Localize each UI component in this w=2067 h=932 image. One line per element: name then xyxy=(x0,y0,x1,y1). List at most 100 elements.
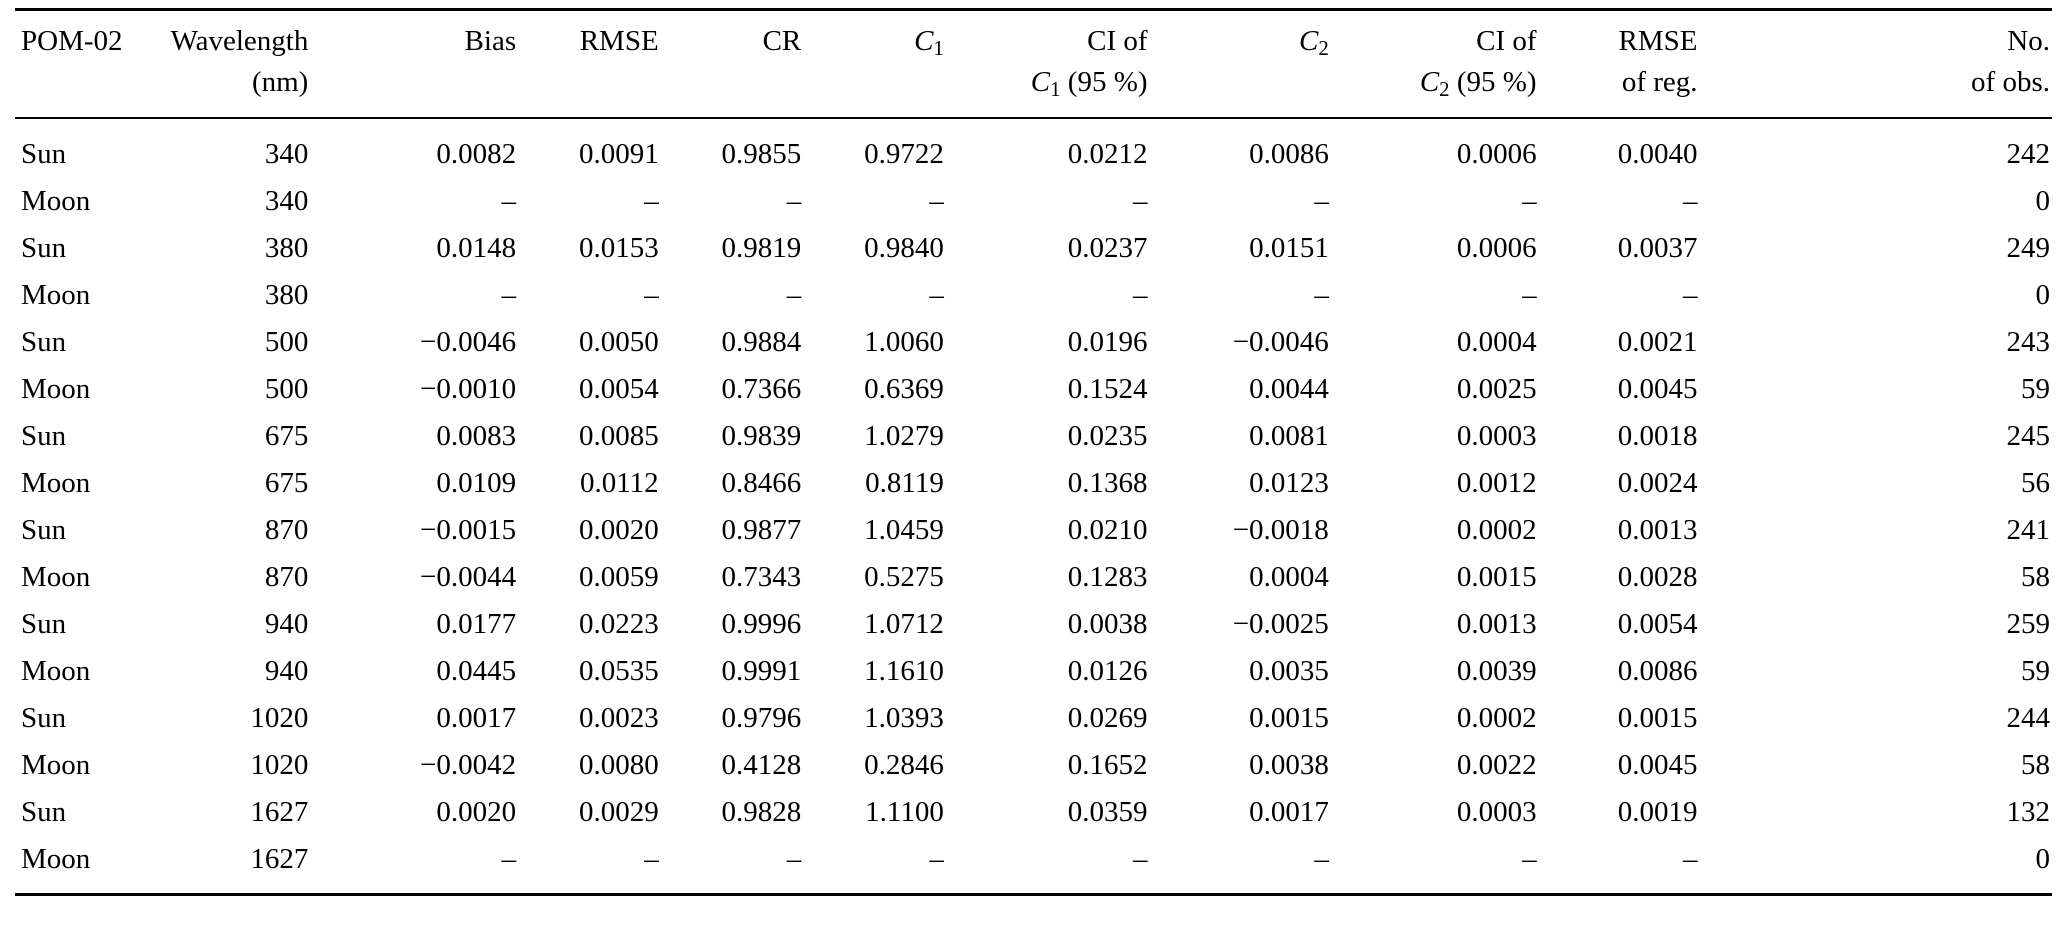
header-line: CR xyxy=(762,25,802,57)
cell-bias: −0.0044 xyxy=(420,561,517,594)
cell-rmse-reg: 0.0045 xyxy=(1617,749,1698,782)
cell-ci-c2: 0.0002 xyxy=(1456,702,1537,735)
table-row: Moon 500 −0.0010 0.0054 0.7366 0.6369 0.… xyxy=(15,366,2052,413)
cell-bias: −0.0010 xyxy=(420,373,517,406)
cell-cr: 0.9828 xyxy=(721,796,802,829)
cell-ci-c1: 0.0210 xyxy=(1067,514,1148,547)
cell-bias: 0.0083 xyxy=(436,420,517,453)
cell-rmse-reg: 0.0015 xyxy=(1617,702,1698,735)
cell-rmse-reg: 0.0019 xyxy=(1617,796,1698,829)
cell-rmse-reg: 0.0054 xyxy=(1617,608,1698,641)
cell-source: Moon xyxy=(21,655,91,688)
cell-rmse-reg: 0.0018 xyxy=(1617,420,1698,453)
cell-ci-c2: 0.0012 xyxy=(1456,467,1537,500)
cell-c1: 0.5275 xyxy=(864,561,944,594)
cell-n-obs: 249 xyxy=(2006,232,2051,265)
cell-bias: 0.0082 xyxy=(436,138,517,171)
header-line: (nm) xyxy=(251,66,309,99)
cell-ci-c1: 0.0235 xyxy=(1067,420,1148,453)
header-line: C1 (95 %) xyxy=(946,62,1148,103)
cell-n-obs: 132 xyxy=(2006,796,2051,829)
cell-rmse: – xyxy=(644,279,659,312)
cell-wavelength: 500 xyxy=(264,373,309,406)
cell-ci-c2: 0.0013 xyxy=(1456,608,1537,641)
cell-rmse: 0.0223 xyxy=(578,608,659,641)
cell-cr: 0.9819 xyxy=(721,232,802,265)
cell-c1: 1.0279 xyxy=(864,420,944,453)
col-header-n-obs: No. of obs. xyxy=(1699,9,2052,120)
cell-n-obs: 244 xyxy=(2006,702,2051,735)
cell-rmse-reg: – xyxy=(1683,843,1698,876)
cell-n-obs: 59 xyxy=(2021,373,2050,406)
cell-source: Sun xyxy=(21,514,67,547)
cell-n-obs: 58 xyxy=(2021,749,2050,782)
cell-rmse-reg: 0.0045 xyxy=(1617,373,1698,406)
cell-source: Sun xyxy=(21,326,67,359)
cell-wavelength: 340 xyxy=(264,138,309,171)
cell-wavelength: 1020 xyxy=(250,702,309,735)
cell-n-obs: 58 xyxy=(2021,561,2050,594)
col-header-wavelength: Wavelength (nm) xyxy=(167,9,311,120)
cell-rmse: 0.0535 xyxy=(578,655,659,688)
cell-bias: 0.0020 xyxy=(436,796,517,829)
cell-c2: −0.0025 xyxy=(1232,608,1329,641)
cell-cr: 0.8466 xyxy=(721,467,802,500)
table-row: Sun 340 0.0082 0.0091 0.9855 0.9722 0.02… xyxy=(15,118,2052,178)
cell-n-obs: 56 xyxy=(2021,467,2050,500)
cell-cr: 0.9884 xyxy=(721,326,802,359)
cell-c2: 0.0035 xyxy=(1249,655,1329,688)
cell-ci-c1: 0.1368 xyxy=(1067,467,1148,500)
table-row: Moon 675 0.0109 0.0112 0.8466 0.8119 0.1… xyxy=(15,460,2052,507)
cell-cr: 0.4128 xyxy=(721,749,802,782)
cell-ci-c2: 0.0015 xyxy=(1456,561,1537,594)
cell-n-obs: 243 xyxy=(2006,326,2051,359)
cell-rmse: 0.0153 xyxy=(578,232,659,265)
cell-rmse-reg: 0.0037 xyxy=(1617,232,1698,265)
table-row: Moon 340 – – – – – – – – 0 xyxy=(15,178,2052,225)
cell-wavelength: 870 xyxy=(264,514,309,547)
cell-c1: – xyxy=(929,279,944,312)
cell-ci-c2: 0.0003 xyxy=(1456,796,1537,829)
cell-ci-c1: 0.0196 xyxy=(1067,326,1148,359)
cell-ci-c2: 0.0006 xyxy=(1456,232,1537,265)
cell-c1: 1.0459 xyxy=(864,514,944,547)
c1-symbol: C xyxy=(1030,66,1051,99)
cell-n-obs: 0 xyxy=(2035,185,2051,218)
c1-subscript: 1 xyxy=(1050,77,1061,102)
cell-c2: 0.0123 xyxy=(1249,467,1329,500)
cell-source: Moon xyxy=(21,843,91,876)
cell-rmse-reg: 0.0013 xyxy=(1617,514,1698,547)
cell-rmse-reg: 0.0040 xyxy=(1617,138,1698,171)
table-row: Sun 500 −0.0046 0.0050 0.9884 1.0060 0.0… xyxy=(15,319,2052,366)
cell-source: Moon xyxy=(21,749,91,782)
c2-symbol: C xyxy=(1299,25,1319,57)
col-header-c1: C1 xyxy=(803,9,946,120)
cell-n-obs: 59 xyxy=(2021,655,2050,688)
cell-c1: 0.6369 xyxy=(864,373,944,406)
cell-n-obs: 259 xyxy=(2006,608,2051,641)
cell-ci-c2: 0.0004 xyxy=(1456,326,1537,359)
cell-wavelength: 380 xyxy=(264,232,309,265)
cell-ci-c1: 0.0126 xyxy=(1067,655,1148,688)
col-header-ci-c2: CI of C2 (95 %) xyxy=(1330,9,1539,120)
cell-rmse: – xyxy=(644,185,659,218)
col-header-cr: CR xyxy=(660,9,804,120)
cell-wavelength: 675 xyxy=(264,467,309,500)
cell-rmse-reg: 0.0086 xyxy=(1617,655,1698,688)
cell-source: Moon xyxy=(21,373,91,406)
cell-rmse: 0.0050 xyxy=(578,326,659,359)
cell-ci-c1: 0.0359 xyxy=(1067,796,1148,829)
cell-ci-c2: 0.0006 xyxy=(1456,138,1537,171)
cell-c1: 1.0060 xyxy=(864,326,944,359)
cell-rmse: 0.0080 xyxy=(578,749,659,782)
cell-c2: 0.0044 xyxy=(1249,373,1329,406)
cell-cr: 0.7343 xyxy=(721,561,802,594)
cell-cr: – xyxy=(786,185,802,218)
col-header-pom02: POM-02 xyxy=(15,9,168,120)
cell-c2: – xyxy=(1314,185,1329,218)
cell-ci-c1: – xyxy=(1133,185,1148,218)
cell-ci-c1: 0.1652 xyxy=(1067,749,1148,782)
header-line: C2 xyxy=(1150,21,1329,62)
cell-ci-c1: 0.0212 xyxy=(1067,138,1148,171)
